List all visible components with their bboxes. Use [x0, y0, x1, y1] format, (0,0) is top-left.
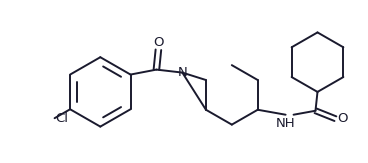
Text: O: O — [153, 36, 164, 49]
Text: Cl: Cl — [56, 112, 68, 125]
Text: N: N — [177, 66, 187, 79]
Text: O: O — [337, 112, 348, 125]
Text: NH: NH — [276, 117, 296, 130]
